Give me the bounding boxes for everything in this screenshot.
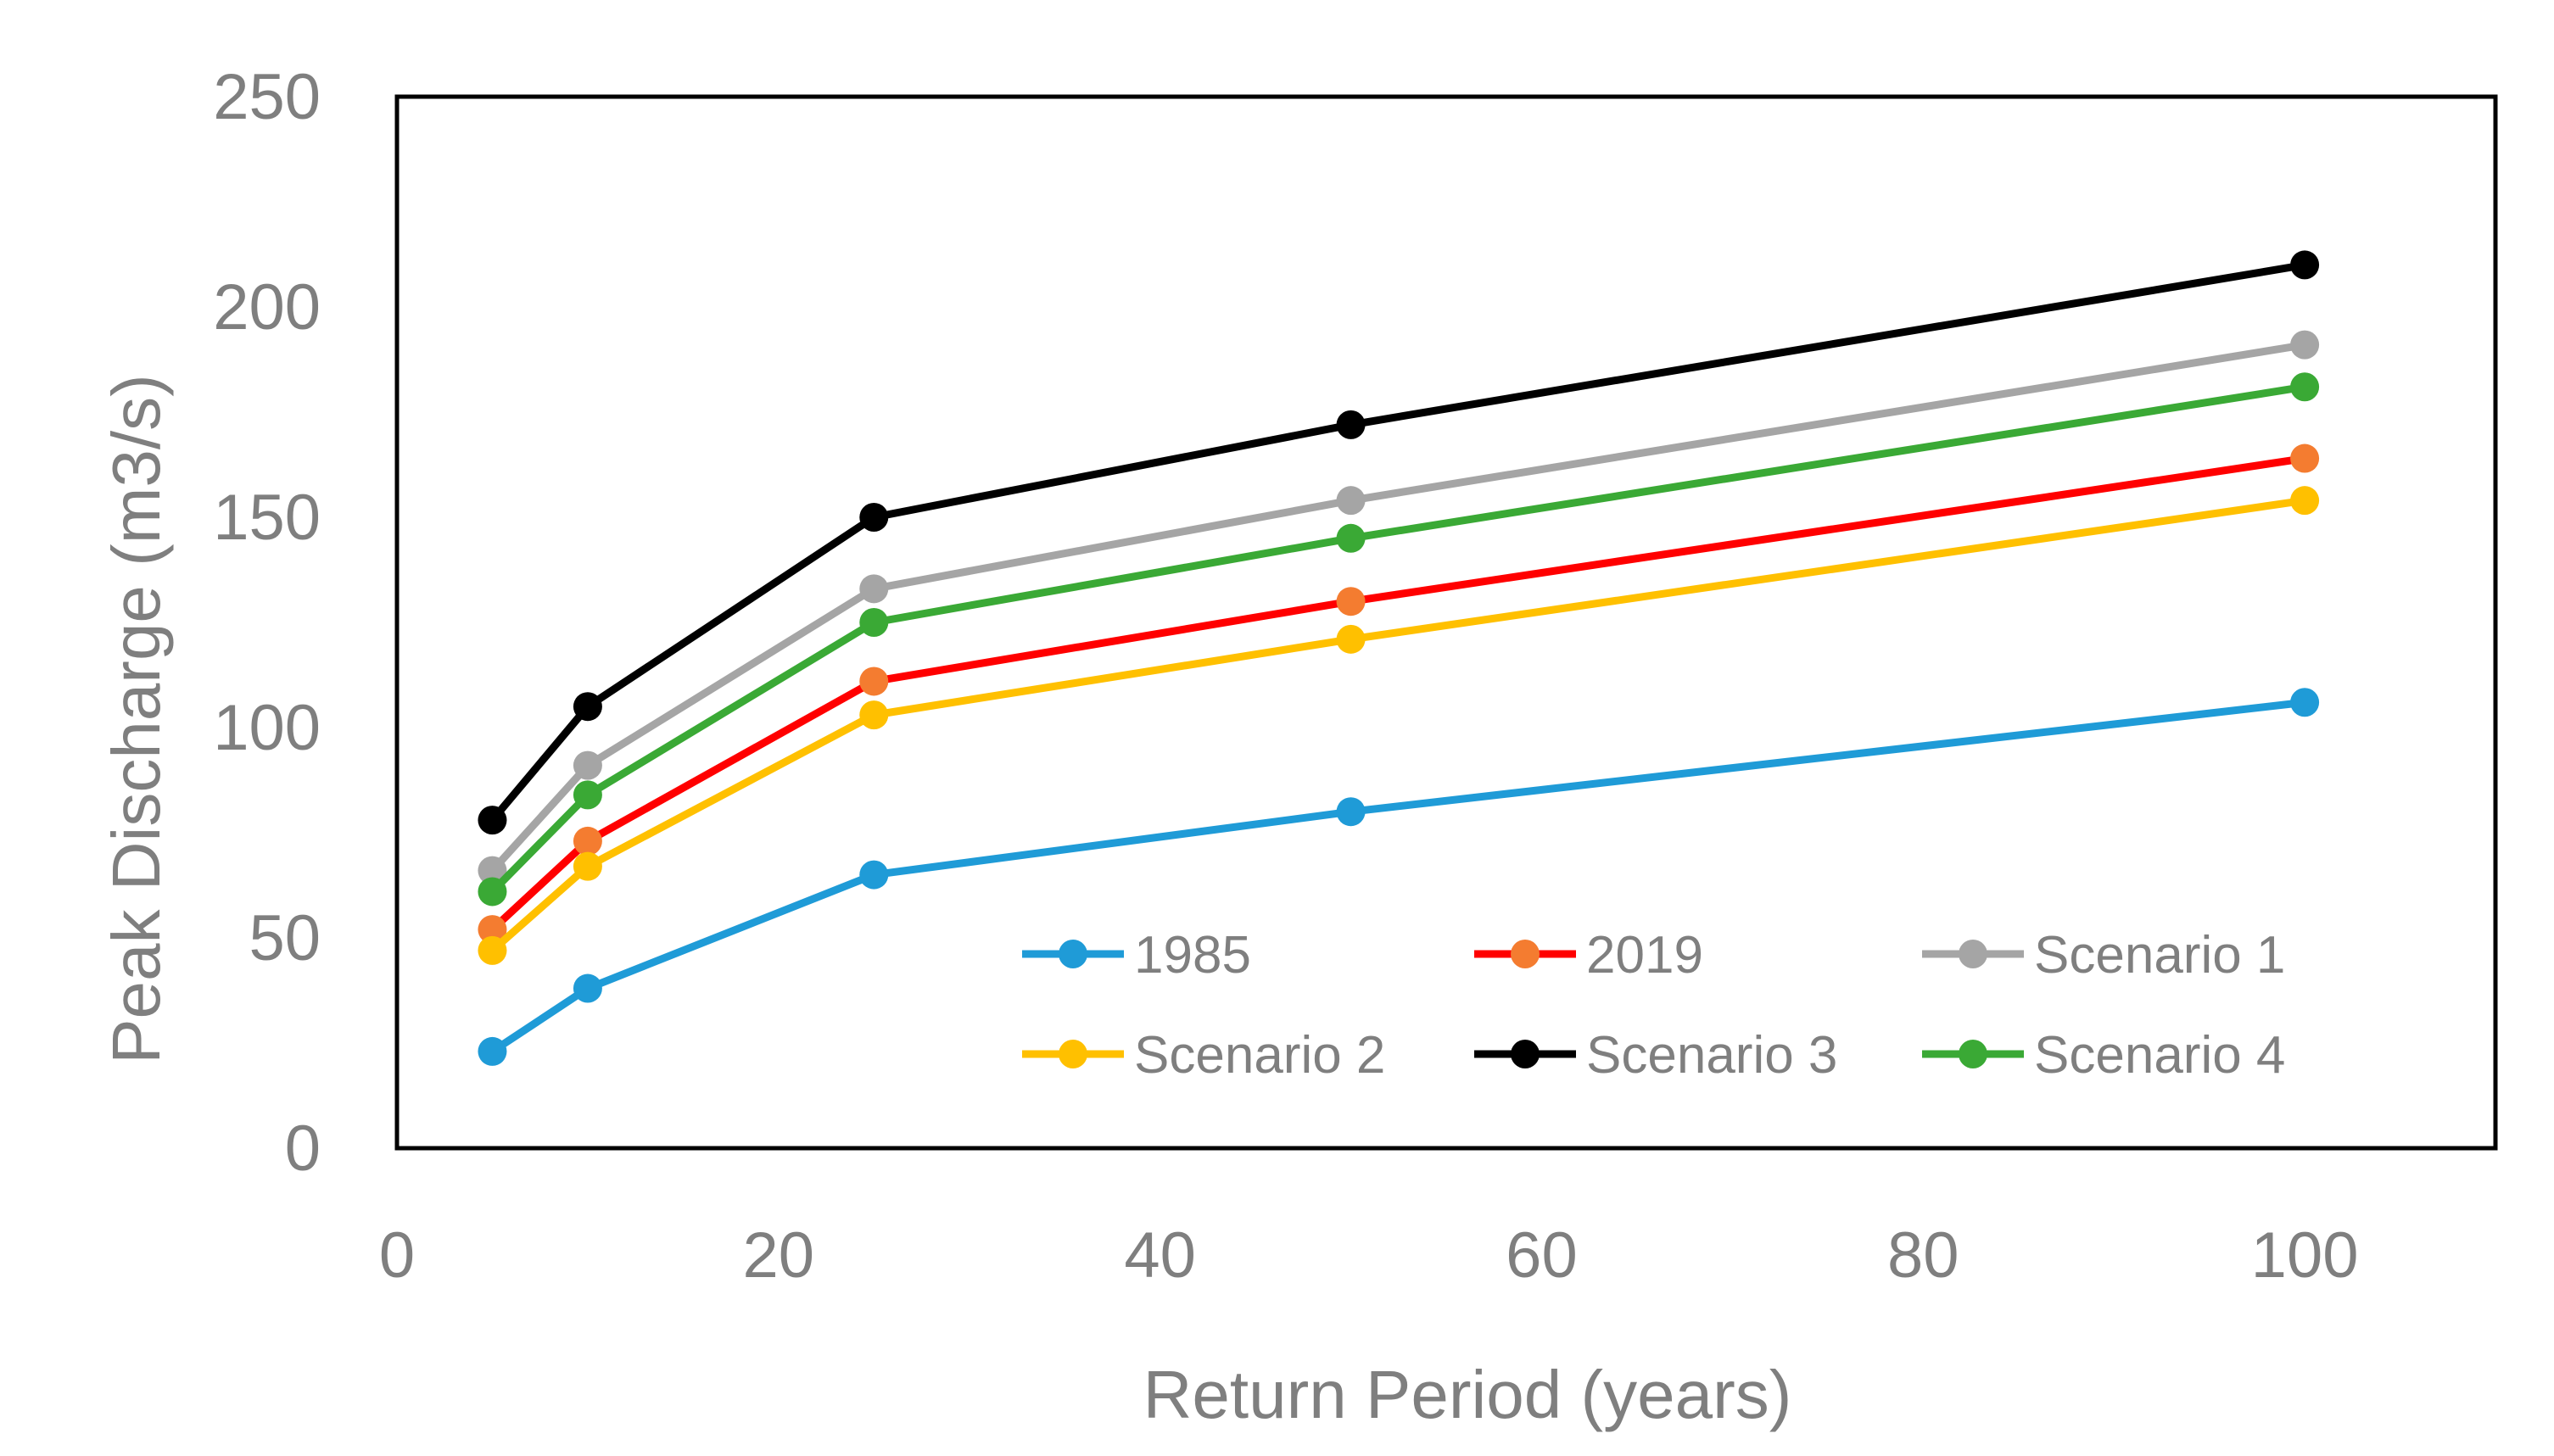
series-scenario-4 [478,372,2320,907]
legend-item-1985: 1985 [1022,926,1251,985]
legend-label: Scenario 1 [2034,926,2285,985]
series-2019 [478,443,2320,945]
point-scenario-2-x5 [478,935,507,965]
point-scenario-4-x50 [1336,523,1366,553]
point-2019-x50 [1336,587,1366,616]
point-1985-x5 [478,1036,507,1066]
point-1985-x25 [859,860,889,890]
series-1985 [478,688,2320,1066]
point-scenario-2-x25 [859,700,889,730]
y-tick-label-150: 150 [213,482,321,554]
legend-swatch-marker [1059,940,1087,968]
legend-swatch-marker [1959,1040,1987,1068]
x-tick-label-100: 100 [2251,1219,2359,1291]
point-scenario-4-x25 [859,608,889,637]
y-tick-label-250: 250 [213,61,321,133]
series-scenario-2 [478,486,2320,965]
legend-label: Scenario 3 [1586,1026,1837,1085]
legend-swatch-marker [1059,1040,1087,1068]
x-tick-label-60: 60 [1506,1219,1578,1291]
point-2019-x5 [478,915,507,945]
x-tick-label-80: 80 [1887,1219,1959,1291]
y-axis-tick-labels: 0 50 100 150 200 250 [213,61,321,1185]
x-tick-label-20: 20 [743,1219,815,1291]
legend-label: Scenario 2 [1134,1026,1385,1085]
point-scenario-2-x10 [573,851,602,881]
point-scenario-1-x25 [859,574,889,604]
legend-item-scenario-2: Scenario 2 [1022,1026,1385,1085]
point-1985-x100 [2290,688,2320,717]
legend-item-scenario-1: Scenario 1 [1922,926,2285,985]
legend-label: 2019 [1586,926,1703,985]
legend-swatch-marker [1959,940,1987,968]
point-scenario-4-x5 [478,877,507,907]
legend-item-scenario-4: Scenario 4 [1922,1026,2285,1085]
point-scenario-2-x50 [1336,624,1366,654]
series-scenario-1 [478,330,2320,885]
point-scenario-1-x5 [478,856,507,885]
legend-label: 1985 [1134,926,1251,985]
series-layer [478,250,2320,1066]
point-1985-x50 [1336,797,1366,827]
point-scenario-1-x50 [1336,486,1366,516]
x-axis-tick-labels: 0 20 40 60 80 100 [379,1219,2359,1291]
x-axis-title: Return Period (years) [1143,1357,1792,1432]
point-scenario-4-x100 [2290,372,2320,402]
legend-label: Scenario 4 [2034,1026,2285,1085]
point-1985-x10 [573,973,602,1003]
series-scenario-3 [478,250,2320,835]
y-axis-title: Peak Discharge (m3/s) [98,374,174,1064]
point-2019-x25 [859,667,889,696]
point-scenario-3-x5 [478,806,507,835]
legend-item-2019: 2019 [1474,926,1703,985]
legend-swatch-marker [1511,940,1540,968]
point-scenario-1-x10 [573,750,602,780]
legend: 1985 2019 Scenario 1 Scenario 2 Scenario 3 Sc… [1022,926,2285,1085]
legend-swatch-marker [1511,1040,1540,1068]
point-scenario-3-x25 [859,503,889,532]
point-scenario-2-x100 [2290,486,2320,516]
x-tick-label-40: 40 [1124,1219,1196,1291]
x-tick-label-0: 0 [379,1219,415,1291]
point-scenario-3-x10 [573,692,602,722]
plot-area-border [394,94,2498,1151]
point-2019-x100 [2290,443,2320,473]
y-tick-label-200: 200 [213,271,321,343]
point-scenario-3-x50 [1336,410,1366,439]
point-scenario-3-x100 [2290,250,2320,280]
y-tick-label-100: 100 [213,692,321,764]
point-scenario-4-x10 [573,780,602,810]
point-2019-x10 [573,826,602,856]
y-tick-label-50: 50 [249,902,321,974]
point-scenario-1-x100 [2290,330,2320,360]
y-tick-label-0: 0 [285,1113,321,1185]
legend-item-scenario-3: Scenario 3 [1474,1026,1837,1085]
